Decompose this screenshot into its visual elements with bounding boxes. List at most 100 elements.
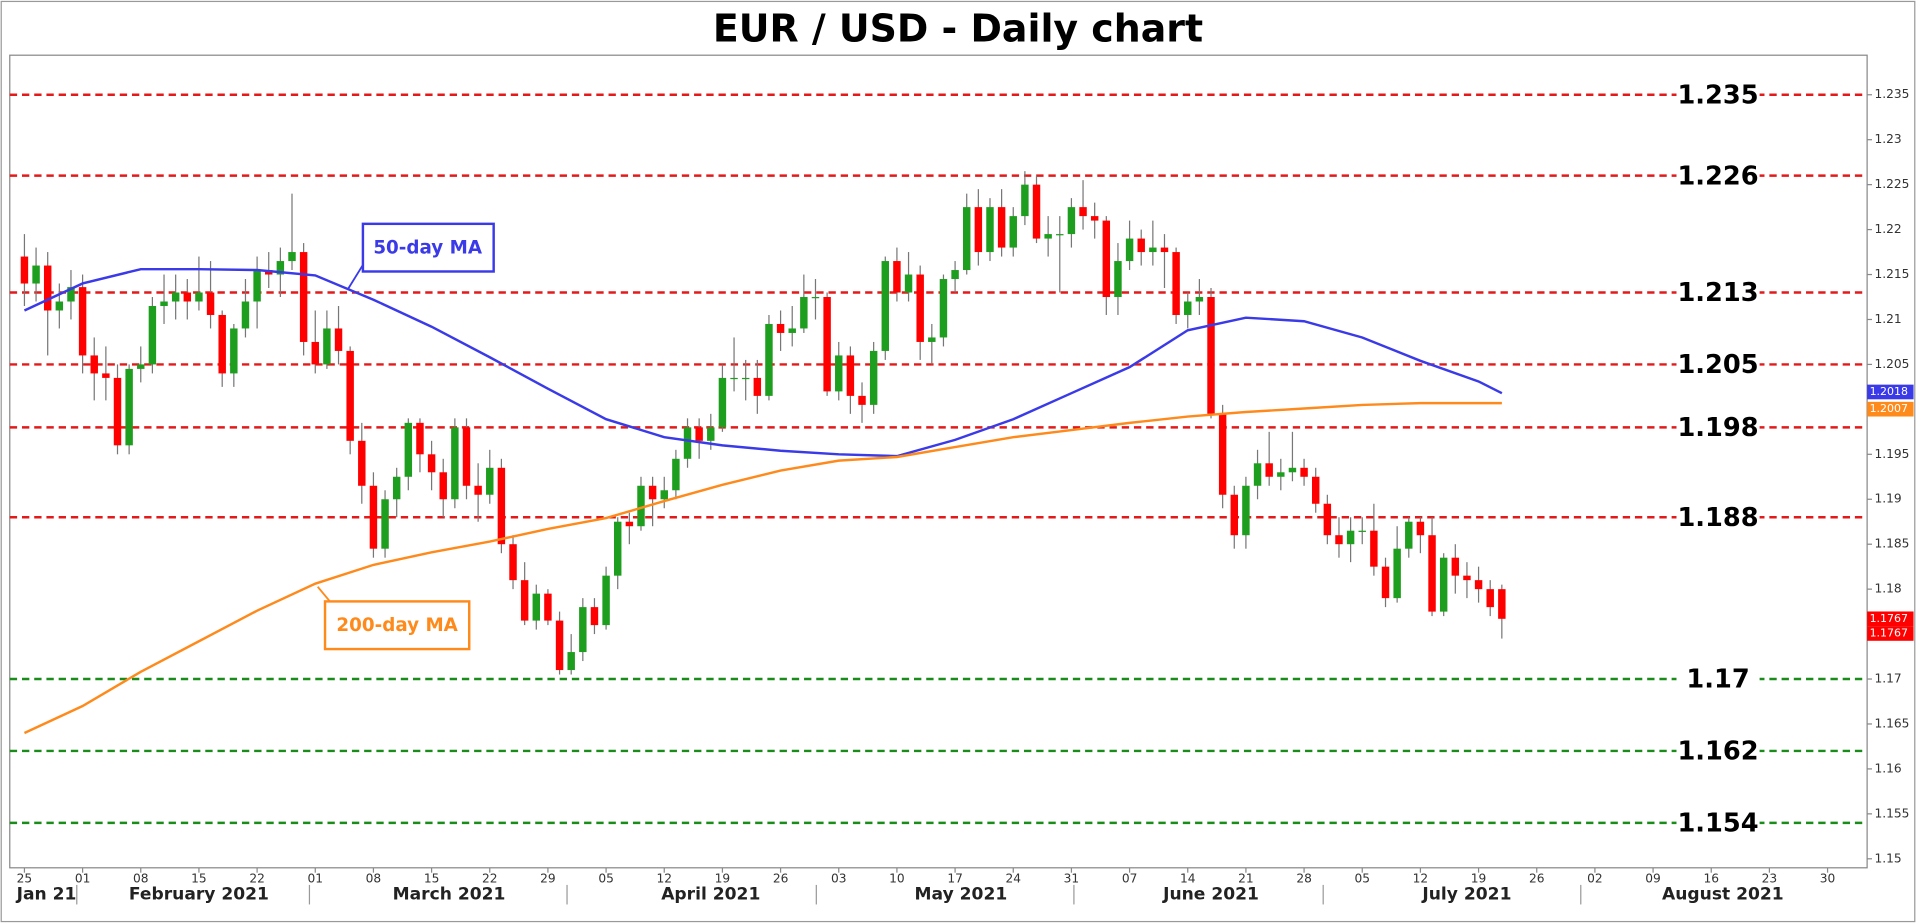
candle-body	[648, 485, 657, 500]
candle-body	[381, 499, 389, 549]
candle-body	[1451, 557, 1460, 576]
moving-average-line	[23, 401, 1502, 735]
y-tick-label: 1.22	[1874, 222, 1901, 236]
candle-body	[276, 261, 285, 275]
candle-body	[171, 292, 180, 302]
candle-body	[1323, 503, 1332, 536]
candle-body	[1021, 184, 1029, 217]
candle-body	[532, 593, 541, 621]
candle-body	[1277, 472, 1285, 477]
candle-body	[1218, 413, 1227, 495]
candle-body	[1114, 261, 1122, 298]
y-tick-label: 1.15	[1874, 851, 1901, 865]
x-tick-label: 30	[1820, 871, 1836, 885]
x-tick-label: 15	[424, 871, 440, 885]
candle-body	[1137, 238, 1145, 253]
x-tick-label: 22	[482, 871, 498, 885]
price-box-label: 1.1767	[1870, 626, 1908, 639]
candle-body	[1230, 494, 1239, 536]
y-tick-label: 1.225	[1874, 177, 1909, 191]
candle-body	[1428, 535, 1436, 612]
y-tick-label: 1.17	[1874, 672, 1901, 686]
x-tick-label: 28	[1296, 871, 1312, 885]
annotation-box	[323, 600, 471, 651]
candle-body	[346, 350, 354, 441]
x-tick-label: 29	[540, 871, 556, 885]
x-tick-label: 08	[133, 871, 149, 885]
level-label-bg	[1676, 80, 1760, 110]
candle-body	[1242, 485, 1250, 536]
x-tick-label: 12	[656, 871, 672, 885]
candle-body	[846, 355, 855, 396]
candle-body	[753, 377, 762, 396]
candle-body	[288, 252, 296, 262]
candle-body	[1090, 216, 1099, 221]
annotation-text: 50-day MA	[373, 237, 483, 258]
y-tick-label: 1.235	[1874, 87, 1909, 101]
candle-body	[881, 261, 890, 351]
x-tick-label: 02	[1587, 871, 1603, 885]
candle-body	[299, 252, 308, 342]
candle-body	[730, 377, 738, 380]
price-box	[1867, 626, 1914, 641]
price-box	[1867, 401, 1914, 417]
candle-body	[451, 427, 459, 500]
candle-body	[776, 323, 785, 333]
plot-area	[9, 54, 1868, 869]
y-tick-label: 1.21	[1874, 312, 1901, 326]
candle-body	[904, 274, 913, 293]
y-tick-label: 1.215	[1874, 267, 1909, 281]
candle-body	[858, 395, 866, 405]
candle-body	[1439, 557, 1448, 612]
candle-body	[951, 270, 959, 280]
price-box-label: 1.2007	[1870, 402, 1908, 415]
x-tick-label: 25	[17, 871, 33, 885]
candle-body	[1335, 535, 1343, 545]
candle-body	[741, 377, 750, 380]
chart-title: EUR / USD - Daily chart	[713, 6, 1203, 50]
x-tick-label: 10	[889, 871, 905, 885]
candle-body	[137, 364, 145, 369]
candle-body	[160, 301, 168, 306]
y-tick-label: 1.16	[1874, 761, 1901, 775]
candle-body	[1160, 247, 1169, 253]
y-tick-label: 1.18	[1874, 582, 1901, 596]
x-tick-label: 19	[715, 871, 731, 885]
month-label: Jan 21	[16, 885, 77, 905]
candle-body	[520, 580, 529, 621]
y-tick-label: 1.155	[1874, 806, 1909, 820]
x-tick-label: 09	[1645, 871, 1661, 885]
candle-body	[311, 341, 319, 365]
level-label-bg	[1676, 349, 1760, 380]
x-tick-label: 08	[366, 871, 382, 885]
candle-body	[1381, 566, 1390, 599]
candle-body	[928, 337, 936, 342]
level-label: 1.188	[1677, 503, 1758, 533]
month-label: May 2021	[915, 885, 1008, 905]
candle-body	[462, 427, 471, 486]
candle-body	[1393, 548, 1401, 599]
level-label: 1.226	[1677, 161, 1758, 191]
candle-body	[1102, 220, 1111, 298]
y-tick-label: 1.23	[1874, 132, 1901, 146]
candle-body	[1056, 234, 1064, 236]
month-label: July 2021	[1421, 885, 1511, 905]
candle-body	[369, 485, 378, 549]
candle-body	[707, 427, 715, 441]
candle-body	[1405, 521, 1413, 549]
marks-layer	[20, 171, 1506, 735]
overlay-layer: 1.235 1.226 1.213 1.205 1.198 1.188 1.17 1.162 1…	[317, 80, 1914, 839]
y-tick-label: 1.195	[1874, 447, 1909, 461]
candle-body	[1346, 530, 1355, 545]
candle-body	[1358, 530, 1366, 532]
candle-body	[660, 490, 668, 500]
candle-body	[1067, 207, 1076, 235]
y-tick-label: 1.185	[1874, 537, 1909, 551]
candle-body	[1416, 521, 1425, 536]
level-label-bg	[1676, 160, 1760, 191]
candle-body	[90, 355, 98, 374]
candle-body	[67, 287, 75, 302]
x-tick-label: 31	[1064, 871, 1080, 885]
candle-body	[55, 301, 64, 311]
candle-body	[835, 355, 843, 392]
